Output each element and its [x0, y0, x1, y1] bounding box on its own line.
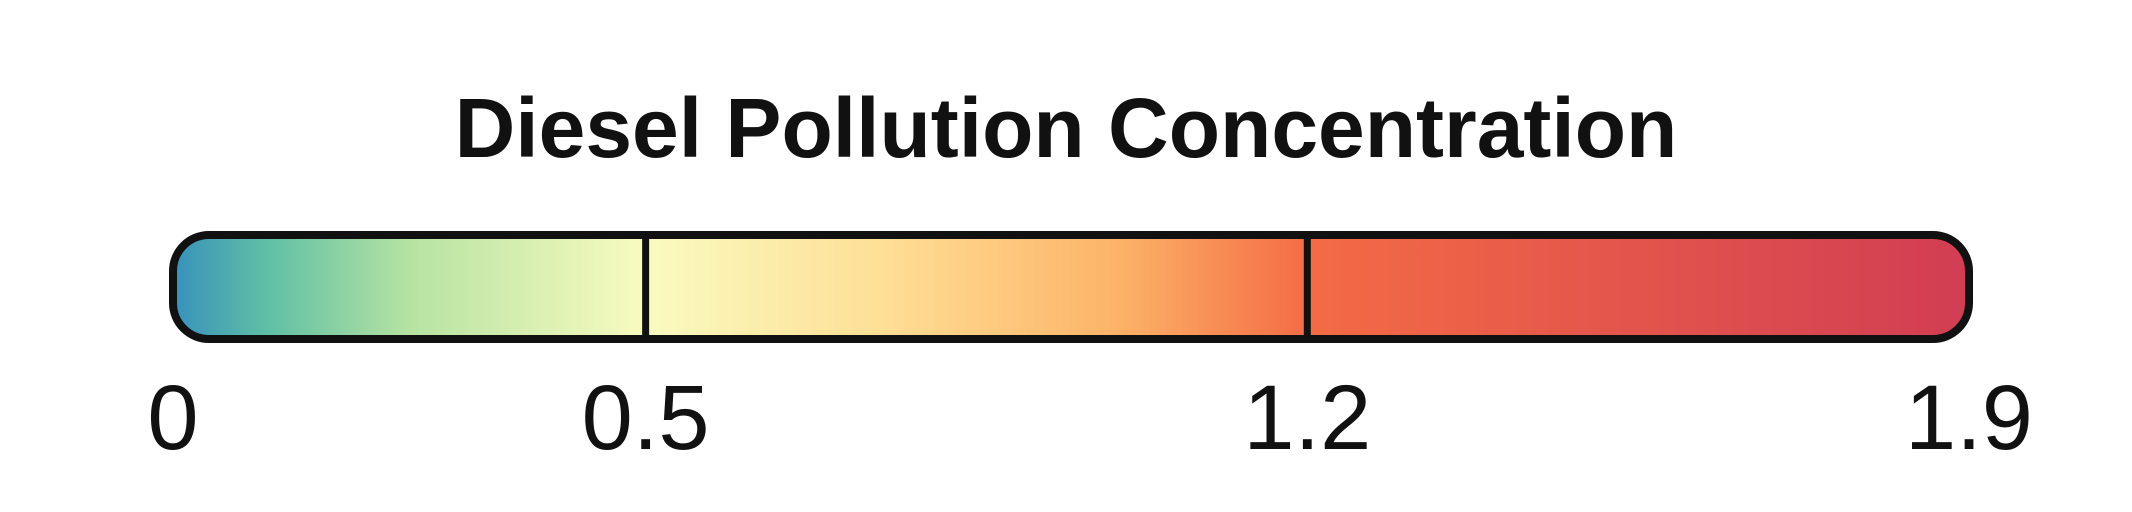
tick-label: 0 [147, 367, 198, 469]
tick-labels: 0 0.5 1.2 1.9 [147, 367, 2033, 469]
legend-title: Diesel Pollution Concentration [455, 81, 1678, 175]
tick-label: 1.9 [1905, 367, 2033, 469]
color-bar [169, 231, 1973, 343]
color-bar-frame [169, 231, 1973, 343]
tick-label: 0.5 [582, 367, 710, 469]
tick-label: 1.2 [1243, 367, 1371, 469]
color-gradient-fill [173, 235, 1969, 339]
